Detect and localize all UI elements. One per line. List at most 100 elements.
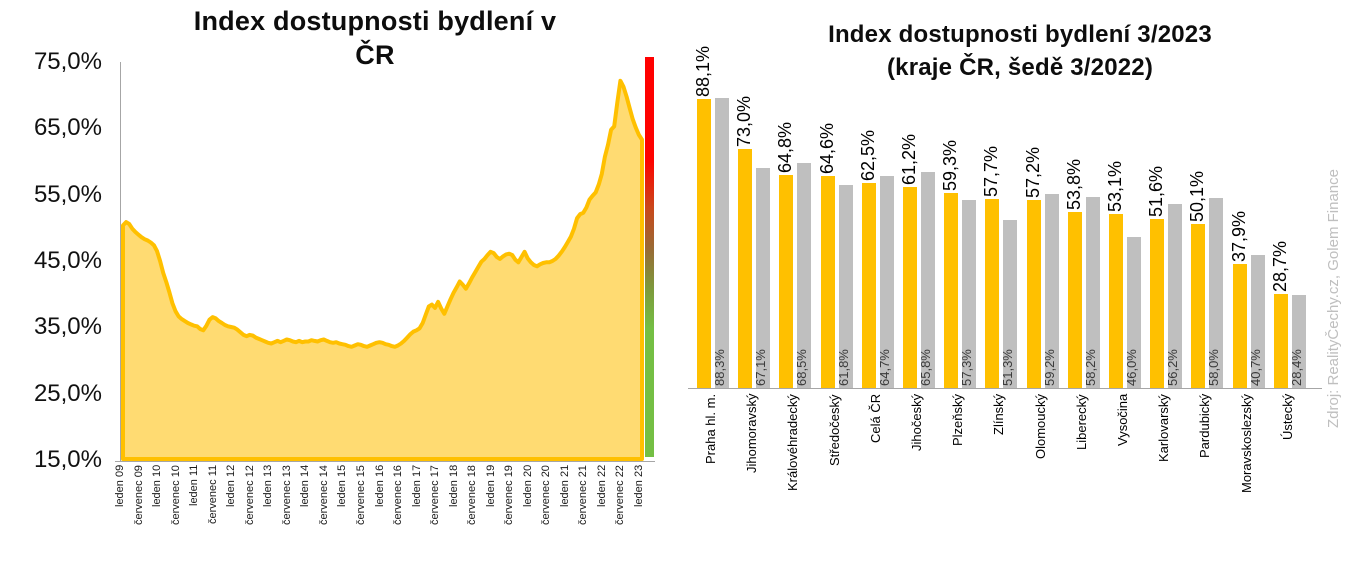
left-chart-title-line2: ČR	[355, 40, 395, 70]
x-axis-tick-label: leden 19	[484, 465, 497, 508]
x-axis-tick-label: červenec 12	[243, 465, 256, 525]
bar-2023	[1026, 200, 1041, 388]
bar-2023	[1150, 218, 1165, 388]
x-axis-tick-label: červenec 15	[354, 465, 367, 525]
bar-2022	[1291, 294, 1306, 388]
category-label: Moravskoslezský	[1238, 394, 1254, 493]
left-chart-y-axis-line	[120, 62, 121, 461]
category-label: Královéhradecký	[785, 394, 801, 491]
bar-2022	[1085, 197, 1100, 388]
x-axis-tick-label: leden 13	[262, 465, 275, 508]
category-label: Celá ČR	[867, 394, 883, 444]
bar-value-label-2022: 58,2%	[1082, 349, 1098, 386]
bar-value-label-2022: 57,3%	[959, 349, 975, 386]
y-axis-tick-label: 75,0%	[33, 48, 102, 75]
bar-value-label-2023: 37,9%	[1228, 210, 1249, 262]
bar-2023	[1232, 263, 1247, 388]
bar-2023	[985, 198, 1000, 388]
bar-2023	[903, 187, 917, 388]
bar-2023	[1109, 213, 1123, 388]
right-chart-title: Index dostupnosti bydlení 3/2023 (kraje …	[710, 18, 1330, 84]
bar-value-label-2022: 68,5%	[794, 349, 810, 386]
x-axis-tick-label: leden 17	[410, 465, 423, 508]
x-axis-tick-label: červenec 10	[169, 465, 182, 525]
y-axis-tick-label: 25,0%	[33, 379, 102, 407]
bar-2022	[1168, 203, 1183, 388]
category-label: Zlínský	[991, 394, 1007, 436]
bar-2022	[879, 175, 894, 388]
bar-value-label-2023: 64,8%	[775, 122, 796, 174]
category-label: Plzeňský	[950, 394, 966, 447]
bar-value-label-2023: 53,1%	[1105, 160, 1125, 212]
bar-2022	[1209, 197, 1224, 388]
bar-value-label-2022: 59,2%	[1041, 349, 1057, 386]
category-label: Pardubický	[1197, 394, 1213, 459]
x-axis-tick-label: červenec 09	[132, 465, 145, 525]
x-axis-tick-label: leden 11	[188, 465, 201, 507]
x-axis-tick-label: leden 14	[299, 465, 312, 508]
bar-2023	[1067, 211, 1082, 388]
x-axis-tick-label: leden 21	[558, 465, 571, 508]
bar-value-label-2023: 53,8%	[1063, 158, 1084, 210]
bar-value-label-2023: 28,7%	[1269, 240, 1290, 292]
bar-2022	[715, 98, 729, 388]
y-axis-tick-label: 55,0%	[33, 180, 102, 208]
bar-value-label-2022: 88,3%	[712, 349, 727, 386]
x-axis-tick-label: leden 15	[336, 465, 349, 508]
x-axis-tick-label: leden 18	[447, 465, 460, 508]
left-chart-x-axis-line	[115, 461, 655, 462]
category-label: Olomoucký	[1032, 394, 1048, 460]
x-axis-tick-label: červenec 14	[317, 465, 330, 525]
x-axis-tick-label: červenec 22	[614, 465, 627, 525]
bar-value-label-2023: 57,7%	[981, 145, 1002, 197]
bar-value-label-2023: 62,5%	[857, 129, 878, 181]
x-axis-tick-label: červenec 19	[503, 465, 516, 525]
bar-2023	[697, 99, 711, 388]
affordability-area-chart	[121, 78, 644, 461]
bar-2022	[962, 200, 977, 388]
bar-2022	[1250, 254, 1265, 388]
x-axis-tick-label: červenec 13	[280, 465, 293, 525]
bar-2022	[1127, 237, 1141, 388]
x-axis-tick-label: červenec 20	[540, 465, 553, 525]
bar-value-label-2022: 56,2%	[1165, 349, 1181, 386]
x-axis-tick-label: leden 23	[633, 465, 645, 508]
bar-2023	[944, 193, 959, 388]
category-label: Jihomoravský	[744, 394, 760, 474]
area-series	[121, 78, 644, 461]
bar-2023	[738, 148, 753, 388]
bar-2023	[820, 176, 835, 388]
bar-2023	[1191, 223, 1206, 388]
trend-gradient-bar	[645, 57, 654, 457]
bar-value-label-2022: 46,0%	[1124, 349, 1139, 386]
bar-2022	[1003, 219, 1018, 388]
source-credit: Zdroj: RealityČechy.cz, Golem Finance	[1325, 169, 1342, 428]
category-label: Ústecký	[1279, 394, 1295, 441]
bar-value-label-2022: 64,7%	[876, 349, 892, 386]
bar-value-label-2023: 61,2%	[899, 134, 919, 186]
x-axis-tick-label: červenec 16	[392, 465, 405, 525]
category-label: Středočeský	[826, 394, 842, 466]
bar-value-label-2023: 73,0%	[734, 95, 755, 147]
right-chart-title-line2: (kraje ČR, šedě 3/2022)	[886, 54, 1154, 81]
y-axis-tick-label: 15,0%	[33, 446, 102, 473]
x-axis-tick-label: červenec 18	[466, 465, 479, 525]
x-axis-tick-label: červenec 17	[429, 465, 442, 525]
bar-2022	[756, 167, 771, 388]
x-axis-tick-label: červenec 21	[577, 465, 590, 525]
x-axis-tick-label: leden 22	[595, 465, 608, 508]
x-axis-tick-label: leden 12	[225, 465, 238, 508]
category-label: Karlovarský	[1156, 394, 1172, 462]
bar-value-label-2022: 58,0%	[1206, 349, 1222, 386]
category-label: Vysočina	[1115, 394, 1130, 447]
bar-value-label-2023: 51,6%	[1146, 165, 1167, 217]
category-label: Liberecký	[1073, 394, 1089, 450]
bar-2022	[797, 163, 812, 388]
y-axis-tick-label: 65,0%	[33, 114, 102, 142]
bar-value-label-2022: 67,1%	[753, 349, 769, 386]
y-axis-tick-label: 35,0%	[33, 313, 102, 341]
bar-value-label-2022: 51,3%	[1000, 349, 1016, 386]
bar-value-label-2023: 88,1%	[693, 46, 713, 98]
x-axis-tick-label: leden 09	[114, 465, 126, 508]
